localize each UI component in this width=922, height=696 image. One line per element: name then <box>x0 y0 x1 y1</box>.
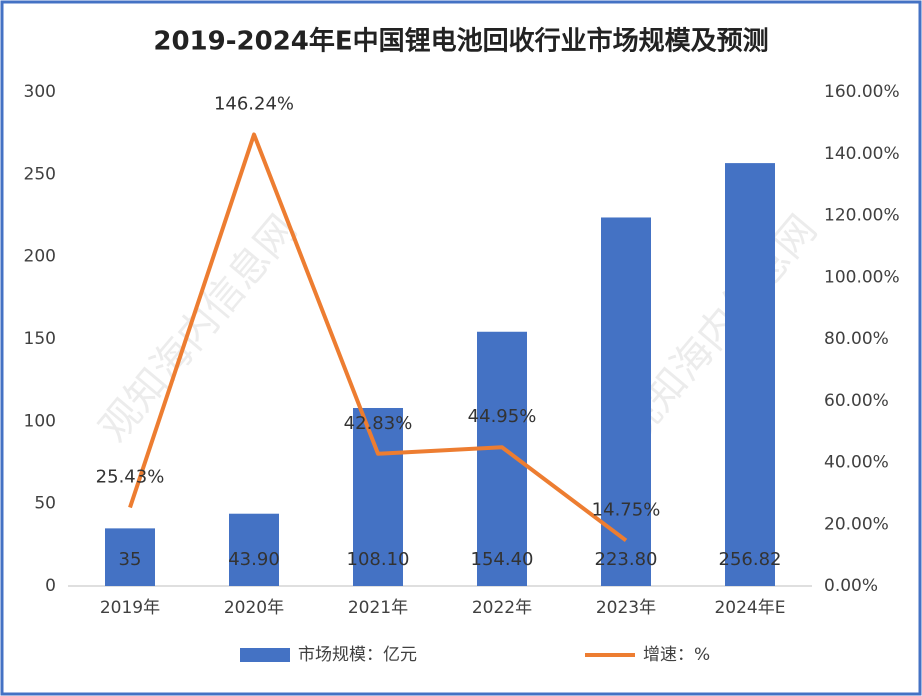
y2-tick-label: 80.00% <box>824 329 889 349</box>
y2-tick-label: 140.00% <box>824 144 900 164</box>
y-tick-label: 0 <box>45 576 56 596</box>
y-tick-label: 250 <box>24 164 56 184</box>
x-tick-label: 2024年E <box>714 598 785 618</box>
data-label: 223.80 <box>595 549 658 570</box>
x-tick-label: 2021年 <box>348 598 408 618</box>
y-tick-label: 150 <box>24 329 56 349</box>
data-label: 256.82 <box>719 549 782 570</box>
bar <box>725 163 775 586</box>
legend-label: 增速：% <box>643 645 710 665</box>
data-label: 14.75% <box>592 499 661 520</box>
bar <box>229 513 279 586</box>
data-label: 35 <box>119 549 142 570</box>
y2-tick-label: 160.00% <box>824 82 900 102</box>
y2-tick-label: 120.00% <box>824 206 900 226</box>
data-label: 108.10 <box>347 549 410 570</box>
y2-tick-label: 0.00% <box>824 576 878 596</box>
bar <box>105 528 155 586</box>
y2-tick-label: 40.00% <box>824 453 889 473</box>
data-label: 44.95% <box>468 406 537 427</box>
bar <box>601 217 651 586</box>
y2-tick-label: 20.00% <box>824 514 889 534</box>
y-tick-label: 50 <box>34 494 56 514</box>
y-tick-label: 200 <box>24 247 56 267</box>
data-label: 25.43% <box>96 466 165 487</box>
data-label: 154.40 <box>471 549 534 570</box>
x-tick-label: 2020年 <box>224 598 284 618</box>
x-tick-label: 2023年 <box>596 598 656 618</box>
legend-label: 市场规模：亿元 <box>298 645 417 665</box>
y-tick-label: 100 <box>24 411 56 431</box>
data-label: 146.24% <box>214 93 294 114</box>
y2-tick-label: 100.00% <box>824 267 900 287</box>
y2-tick-label: 60.00% <box>824 391 889 411</box>
y-tick-label: 300 <box>24 82 56 102</box>
line <box>128 132 628 543</box>
data-label: 43.90 <box>228 549 280 570</box>
legend-swatch <box>240 648 290 662</box>
chart-title: 2019-2024年E中国锂电池回收行业市场规模及预测 <box>153 26 768 57</box>
x-tick-label: 2022年 <box>472 598 532 618</box>
data-label: 42.83% <box>344 413 413 434</box>
bar <box>353 407 403 586</box>
x-tick-label: 2019年 <box>100 598 160 618</box>
